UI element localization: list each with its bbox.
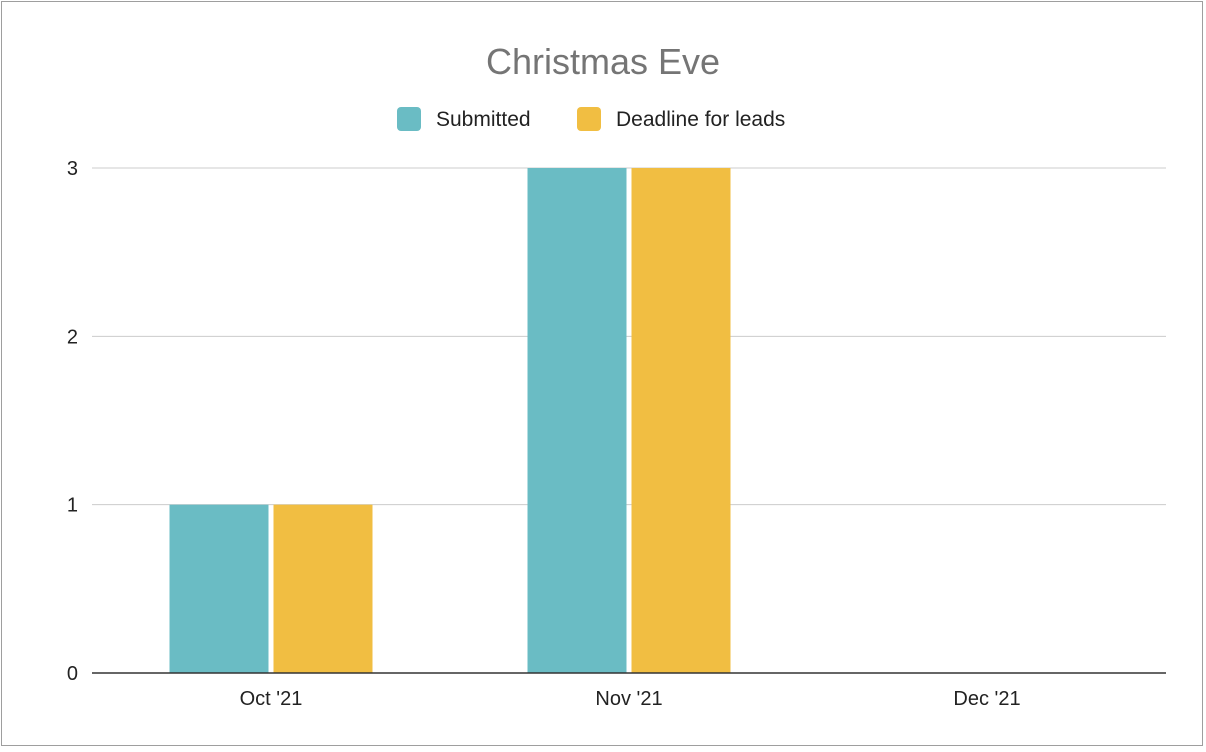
bar-submitted[interactable] xyxy=(527,168,627,673)
legend: Submitted Deadline for leads xyxy=(397,107,785,131)
bar-deadline[interactable] xyxy=(273,504,373,673)
chart-title: Christmas Eve xyxy=(486,41,720,82)
bar-deadline[interactable] xyxy=(631,168,731,673)
x-tick-label: Nov '21 xyxy=(595,688,662,710)
y-tick-label: 2 xyxy=(67,326,78,348)
gridlines xyxy=(92,167,1166,506)
y-tick-label: 1 xyxy=(67,495,78,517)
y-tick-label: 0 xyxy=(67,663,78,685)
x-tick-label: Dec '21 xyxy=(953,688,1020,710)
legend-label-deadline: Deadline for leads xyxy=(616,108,785,131)
legend-label-submitted: Submitted xyxy=(436,108,531,131)
x-tick-label: Oct '21 xyxy=(240,688,303,710)
legend-swatch-deadline xyxy=(577,107,601,131)
y-tick-label: 3 xyxy=(67,158,78,180)
bars xyxy=(169,168,731,673)
bar-submitted[interactable] xyxy=(169,504,269,673)
y-axis-ticks: 0 1 2 3 xyxy=(67,158,78,685)
x-axis-ticks: Oct '21 Nov '21 Dec '21 xyxy=(240,688,1021,710)
legend-swatch-submitted xyxy=(397,107,421,131)
